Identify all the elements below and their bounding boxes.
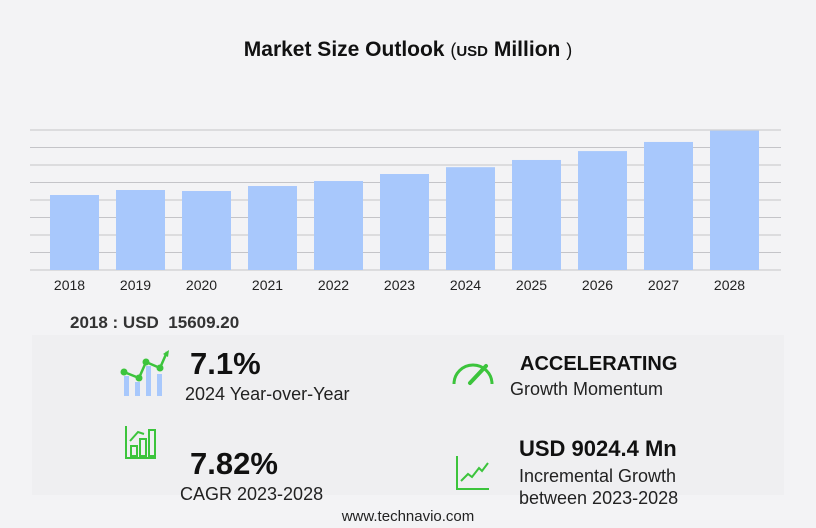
chart-title: Market Size Outlook (USD Million ) [243, 38, 573, 61]
x-tick-label: 2024 [450, 277, 481, 293]
bar-2021 [248, 186, 297, 270]
bar-2022 [314, 181, 363, 270]
x-tick-label: 2026 [582, 277, 613, 293]
title-text: Market Size Outlook [243, 38, 445, 61]
bar-2028 [710, 130, 759, 270]
incremental-value: USD 9024.4 Mn [519, 436, 677, 461]
title-unit-suffix: Million [493, 38, 561, 61]
bar-2024 [446, 167, 495, 270]
footer-url[interactable]: www.technavio.com [341, 508, 475, 525]
incremental-label-2: between 2023-2028 [519, 488, 679, 508]
cagr-bar-icon [125, 426, 156, 459]
x-tick-label: 2022 [318, 277, 349, 293]
x-tick-label: 2021 [252, 277, 283, 293]
bar-2027 [644, 141, 693, 270]
stats-panel [32, 335, 784, 495]
bar-2020 [182, 191, 231, 270]
x-tick-label: 2028 [714, 277, 745, 293]
momentum-label: Growth Momentum [510, 379, 664, 399]
bar-2023 [380, 174, 429, 270]
yoy-label: 2024 Year-over-Year [185, 384, 350, 404]
trend-line-icon [456, 456, 489, 490]
cagr-value: 7.82% [190, 446, 278, 481]
incremental-label-1: Incremental Growth [519, 466, 677, 486]
x-tick-label: 2019 [120, 277, 151, 293]
x-tick-label: 2027 [648, 277, 679, 293]
x-tick-label: 2020 [186, 277, 217, 293]
speedometer-icon [452, 363, 494, 385]
yoy-value: 7.1% [190, 346, 261, 381]
title-unit: USD [456, 43, 489, 60]
bar-2018 [50, 195, 99, 270]
x-tick-label: 2025 [516, 277, 547, 293]
bar-2026 [578, 151, 627, 270]
x-tick-label: 2023 [384, 277, 415, 293]
x-tick-label: 2018 [54, 277, 85, 293]
bar-2025 [512, 159, 561, 270]
bar-chart: 2018 2019 2020 2021 2022 2023 2024 2025 2026 2027… [30, 129, 781, 293]
cagr-label: CAGR 2023-2028 [180, 484, 324, 504]
yoy-chart-icon [120, 350, 169, 396]
bar-2019 [116, 190, 165, 270]
base-year-value: 2018 : USD 15609.20 [70, 313, 240, 332]
momentum-value: ACCELERATING [520, 353, 678, 375]
